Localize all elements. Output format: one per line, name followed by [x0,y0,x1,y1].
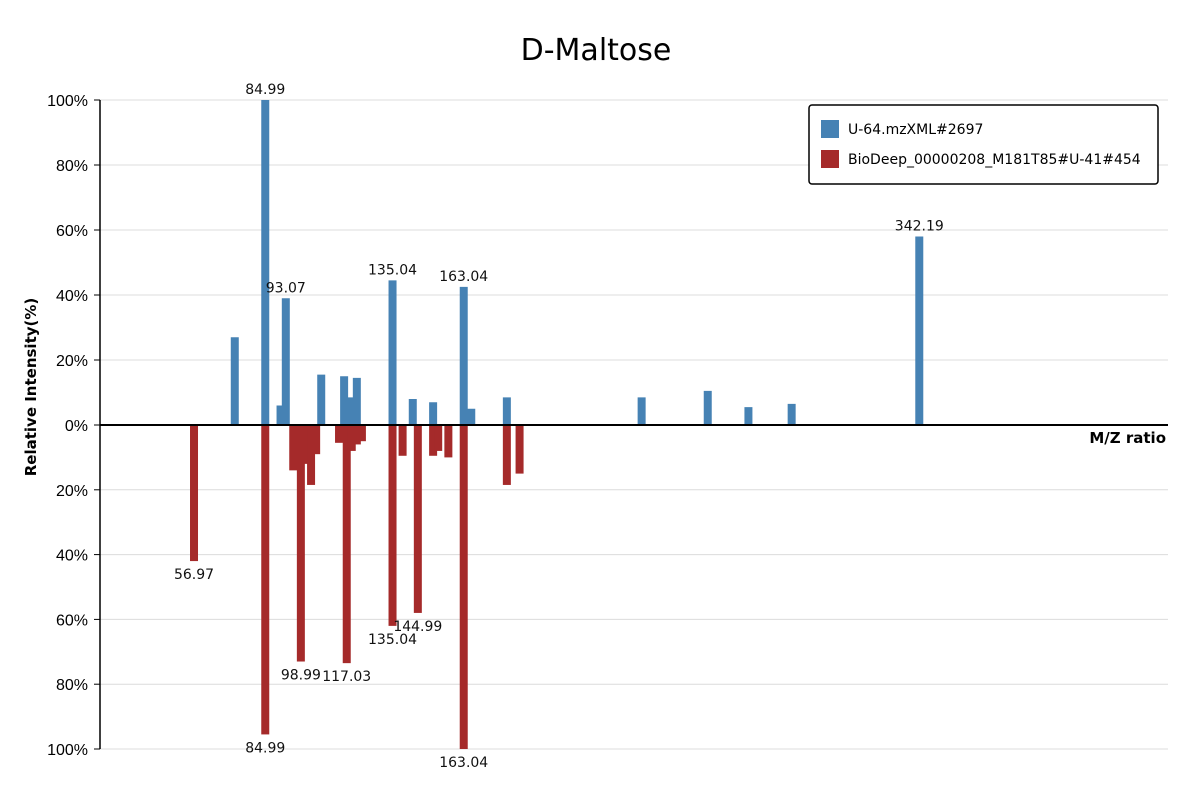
reference-peak-bar [347,425,356,451]
query-peak-bar [347,397,356,425]
reference-peak-bar [434,425,443,451]
query-peak-bar [637,397,646,425]
y-axis-title: Relative Intensity(%) [22,298,40,477]
query-peak-bar [281,298,290,425]
legend-swatch-reference [821,150,839,168]
reference-peak-label: 135.04 [368,632,417,648]
legend-box [808,104,1159,185]
query-peak-bar [467,408,476,425]
chart-title: D-Maltose [521,33,672,68]
reference-peak-label: 84.99 [245,740,285,756]
y-tick-label: 80% [56,158,88,175]
y-tick-label: 100% [47,742,88,759]
reference-peak-bar [342,425,351,664]
y-tick-label: 0% [65,418,88,435]
reference-peak-bar [307,425,316,485]
y-tick-label: 60% [56,223,88,240]
reference-peak-bar [429,425,438,456]
query-peak-label: 163.04 [439,269,488,285]
reference-peak-bar [312,425,321,455]
query-peak-bar [230,337,239,425]
axes [99,100,1168,749]
grid-lines [100,99,1168,750]
reference-peak-bar [190,425,199,562]
query-peak-bar [744,407,753,425]
query-peak-bar [388,280,397,425]
reference-peak-bar [502,425,511,485]
y-tick-label: 60% [56,612,88,629]
legend-label-reference: BioDeep_00000208_M181T85#U-41#454 [848,152,1141,168]
y-tick-label: 20% [56,353,88,370]
reference-peak-bar [459,425,468,749]
y-tick-label: 100% [47,93,88,110]
y-tick-label: 80% [56,677,88,694]
query-peak-bar [261,100,270,425]
query-peak-label: 342.19 [895,219,944,235]
query-peak-bar [703,390,712,425]
query-peak-bar [408,399,417,425]
reference-peak-bar [352,425,361,445]
y-tick-label: 40% [56,548,88,565]
reference-peak-bar [398,425,407,456]
query-peak-bar [787,403,796,425]
query-peak-bar [502,397,511,425]
reference-peak-bar [289,425,298,471]
reference-peak-bar [335,425,344,443]
query-peak-label: 93.07 [266,280,306,296]
query-peak-bar [459,286,468,425]
reference-peak-bar [388,425,397,626]
y-axis-ticks: 0% 20% 40% 60% 80% 100% 20% 40% 60% 80% 100% [47,93,100,759]
reference-peak-bar [413,425,422,613]
reference-peak-bar [444,425,453,458]
reference-peak-bar [515,425,524,474]
y-tick-label: 20% [56,483,88,500]
legend: U-64.mzXML#2697 BioDeep_00000208_M181T85… [808,104,1159,185]
query-peak-bar [317,374,326,425]
query-peak-bar [429,402,438,425]
reference-peak-bar [296,425,305,662]
query-peak-bar [352,377,361,425]
reference-peak-label: 98.99 [281,668,321,684]
reference-peak-bar [357,425,366,442]
peak-labels: 84.99 93.07 135.04 163.04 342.19 56.97 84.99 98… [174,82,944,771]
reference-peak-label: 56.97 [174,567,214,583]
y-tick-label: 40% [56,288,88,305]
query-peak-label: 84.99 [245,82,285,98]
legend-label-query: U-64.mzXML#2697 [848,122,983,138]
peak-bars [190,100,924,749]
reference-peak-label: 163.04 [439,755,488,771]
reference-peak-label: 144.99 [393,619,442,635]
reference-peak-bar [301,425,310,464]
reference-peak-bar [261,425,270,735]
x-axis-title: M/Z ratio [1089,429,1166,447]
query-peak-bar [915,236,924,425]
reference-peak-label: 117.03 [322,669,371,685]
query-peak-bar [276,405,285,425]
legend-swatch-query [821,120,839,138]
query-peak-bar [340,376,349,425]
query-peak-label: 135.04 [368,262,417,278]
